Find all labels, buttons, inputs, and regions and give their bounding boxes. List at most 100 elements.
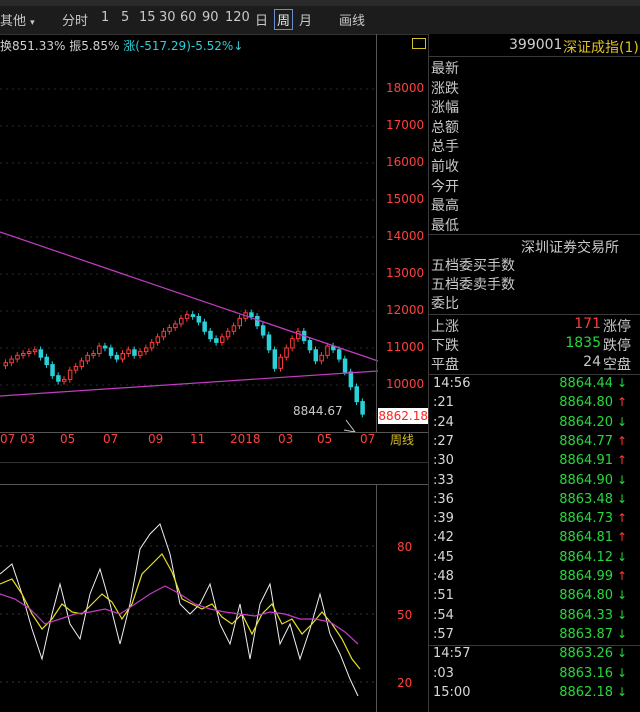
indicator-line-purple (0, 585, 359, 645)
other-menu-button[interactable]: 其他 ▾ (0, 10, 35, 29)
breadth-label-2: 跌停 (603, 338, 631, 354)
tick-price: 8863.16 (559, 665, 613, 681)
tick-row: :36 8863.48 ↓ (429, 492, 640, 511)
candle-body (120, 353, 125, 360)
tick-price: 8863.26 (559, 646, 613, 662)
quote-field-label: 总额 (431, 119, 459, 136)
tick-time: :33 (433, 472, 454, 488)
tick-time: :03 (433, 665, 454, 681)
tick-time: :30 (433, 453, 454, 469)
tick-price: 8864.20 (559, 414, 613, 430)
arrow-down-icon: ↓ (616, 472, 627, 487)
period-button-week[interactable]: 周 (274, 9, 294, 30)
price-tick-label: 14000 (386, 229, 425, 243)
arrow-up-icon: ↑ (616, 395, 627, 410)
candle-body (266, 334, 272, 351)
breadth-value: 1835 (565, 335, 601, 351)
indicator-chart-panel[interactable]: 80 50 20 (0, 454, 428, 712)
candle-body (184, 314, 190, 319)
order-field-ratio: 委比 (431, 296, 459, 312)
breadth-value: 171 (574, 316, 601, 332)
tick-price: 8864.99 (559, 569, 613, 584)
tick-price: 8864.33 (559, 607, 613, 623)
divider-3 (429, 374, 640, 375)
tick-time: :57 (433, 626, 454, 642)
tick-price: 8864.91 (559, 453, 613, 469)
tick-price: 8864.77 (559, 433, 613, 449)
price-tick-label: 15000 (386, 192, 425, 206)
toolbar-top-strip (0, 0, 640, 6)
arrow-up-icon: ↑ (616, 530, 627, 545)
arrow-down-icon: ↓ (616, 491, 627, 506)
breadth-label-2: 空盘 (603, 357, 631, 373)
tick-price: 8864.12 (559, 549, 613, 565)
quote-field-label: 涨跌 (431, 80, 459, 97)
breadth-value: 24 (583, 354, 601, 370)
arrow-down-icon: ↓ (616, 684, 627, 699)
arrow-up-icon: ↑ (616, 433, 627, 448)
period-button-30min[interactable]: 30 (159, 10, 176, 25)
expand-icon[interactable] (412, 38, 426, 49)
candle-body (225, 330, 231, 338)
tick-row: 14:57 8863.26 ↓ (429, 646, 640, 665)
trendline-upper (0, 231, 379, 362)
quote-field-label: 最高 (431, 198, 459, 215)
tick-time: :45 (433, 549, 454, 565)
arrow-down-icon: ↓ (616, 376, 627, 390)
candle-body (354, 386, 359, 403)
candle-body (249, 312, 254, 317)
period-button-day[interactable]: 日 (255, 14, 269, 29)
tick-price: 8863.87 (559, 626, 613, 642)
period-button-15min[interactable]: 15 (139, 10, 156, 25)
time-axis-label: 07 (360, 432, 376, 446)
indicator-top-border (0, 462, 428, 463)
candle-body (278, 356, 283, 369)
candle-body (143, 347, 149, 353)
price-tick-label: 16000 (386, 155, 425, 169)
candle-body (255, 316, 260, 327)
candle-body (342, 358, 348, 373)
other-label: 其他 (0, 14, 27, 29)
tick-price: 8864.81 (559, 530, 613, 546)
candle-body (173, 323, 178, 329)
trendline-lower (0, 370, 379, 397)
stock-name: 深证成指(1) (563, 40, 639, 56)
tick-row: :30 8864.91 ↑ (429, 453, 640, 472)
period-button-60min[interactable]: 60 (180, 10, 197, 25)
indicator-line-white (0, 523, 359, 697)
candle-body (296, 330, 301, 340)
indicator-axis-divider (376, 484, 377, 712)
tick-time: :42 (433, 530, 454, 546)
candle-body (196, 316, 202, 323)
period-button-120min[interactable]: 120 (225, 10, 250, 25)
change-stat: 涨(-517.29)-5.52%↓ (123, 39, 244, 53)
draw-line-button[interactable]: 画线 (339, 14, 366, 29)
arrow-up-icon: ↑ (616, 569, 627, 583)
candle-body (56, 375, 61, 382)
period-button-month[interactable]: 月 (299, 14, 313, 29)
quote-field-label: 最低 (431, 217, 459, 234)
candle-body (44, 356, 49, 366)
stock-code: 399001 (509, 37, 563, 53)
period-button-intraday[interactable]: 分时 (62, 14, 89, 29)
kline-chart-panel[interactable]: 换851.33% 振5.85% 涨(-517.29)-5.52%↓ 18000 1… (0, 34, 428, 454)
price-axis-divider (376, 34, 377, 432)
arrow-down-icon: ↓ (616, 646, 627, 661)
period-tag: 周线 (390, 433, 415, 447)
quote-title-bar: 399001 深证成指(1) (429, 34, 640, 57)
candle-body (313, 349, 319, 362)
tick-row: :27 8864.77 ↑ (429, 434, 640, 453)
candle-body (3, 362, 8, 367)
breadth-label: 下跌 (431, 338, 459, 354)
candle-body (85, 354, 90, 362)
candle-body (202, 321, 207, 332)
period-button-5min[interactable]: 5 (121, 10, 130, 25)
period-button-1min[interactable]: 1 (101, 10, 110, 25)
candle-body (126, 349, 131, 354)
period-button-90min[interactable]: 90 (202, 10, 219, 25)
order-field-bid-volume: 五档委买手数 (431, 258, 515, 274)
tick-time: :36 (433, 491, 454, 507)
order-field-ask-volume: 五档委卖手数 (431, 277, 515, 293)
tick-time: :39 (433, 511, 454, 527)
tick-row: :03 8863.16 ↓ (429, 666, 640, 685)
